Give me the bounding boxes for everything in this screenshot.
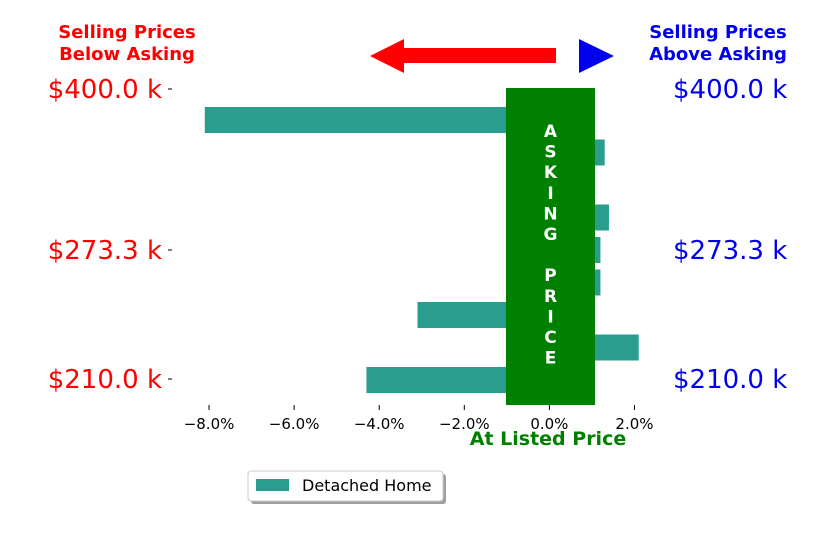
y-tick-label-left: $273.3 k bbox=[48, 236, 162, 266]
x-tick-label: 2.0% bbox=[615, 415, 653, 433]
y-tick-label-right: $400.0 k bbox=[673, 75, 787, 105]
banner-letter: C bbox=[544, 328, 556, 348]
legend-swatch bbox=[256, 479, 289, 491]
x-tick-label: 0.0% bbox=[530, 415, 568, 433]
banner-letter: E bbox=[545, 349, 557, 369]
banner-letter: I bbox=[547, 184, 553, 204]
legend-box bbox=[247, 470, 444, 502]
banner-rect bbox=[506, 88, 595, 405]
x-tick-label: −8.0% bbox=[184, 415, 235, 433]
banner-letter: P bbox=[544, 266, 556, 286]
header-above-line2: Above Asking bbox=[649, 44, 787, 65]
banner-letter: N bbox=[543, 204, 557, 224]
header-below-line2: Below Asking bbox=[59, 44, 195, 65]
y-tick-label-left: $400.0 k bbox=[48, 75, 162, 105]
banner-letter: G bbox=[544, 225, 558, 245]
banner-letter: I bbox=[547, 307, 553, 327]
header-below-line1: Selling Prices bbox=[58, 22, 195, 43]
x-tick-label: −2.0% bbox=[439, 415, 490, 433]
left-arrow-icon bbox=[370, 39, 556, 73]
banner-letter: S bbox=[544, 143, 556, 163]
x-tick-labels: −8.0% −6.0% −4.0% −2.0% 0.0% 2.0% bbox=[184, 405, 654, 433]
x-tick-label: −6.0% bbox=[269, 415, 320, 433]
y-tick-labels: $400.0 k $400.0 k $273.3 k $273.3 k $210.0 k… bbox=[48, 75, 788, 395]
bar bbox=[204, 107, 550, 133]
x-axis-label: At Listed Price bbox=[470, 428, 626, 450]
banner-letter: A bbox=[544, 122, 558, 142]
legend-label: Detached Home bbox=[302, 476, 432, 495]
banner-letter: K bbox=[544, 163, 558, 183]
y-tick-label-right: $273.3 k bbox=[673, 236, 787, 266]
y-tick-label-left: $210.0 k bbox=[48, 365, 162, 395]
x-tick-label: −4.0% bbox=[354, 415, 405, 433]
right-arrow-icon bbox=[579, 39, 614, 73]
banner-letter: R bbox=[544, 287, 557, 307]
header-above-line1: Selling Prices bbox=[649, 22, 786, 43]
legend: Detached Home bbox=[247, 470, 446, 504]
y-tick-label-right: $210.0 k bbox=[673, 365, 787, 395]
